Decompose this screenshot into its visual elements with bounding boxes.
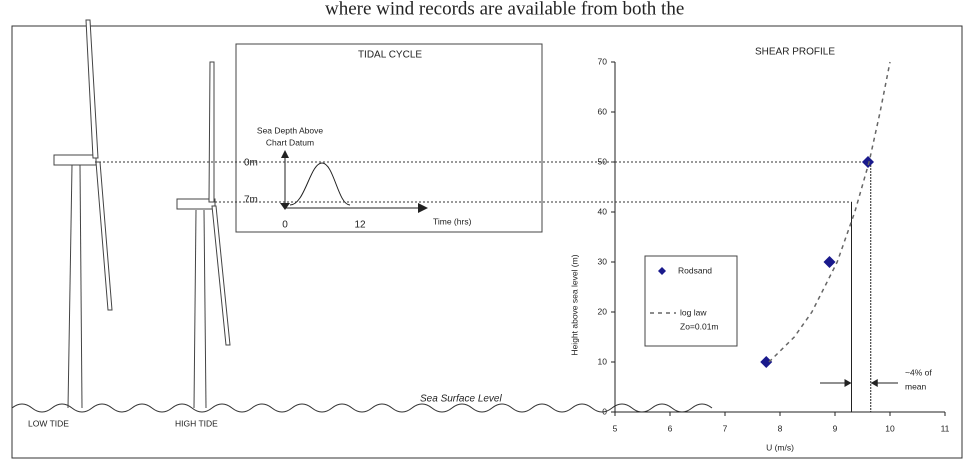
tide-curve (289, 162, 351, 206)
data-point (862, 156, 874, 168)
shear-chart: SHEAR PROFILE 0 10 20 30 40 50 60 70 5 6 7 8 9 10 11 U (… (95, 47, 950, 452)
figure-frame (11, 25, 963, 459)
tidal-y-label: Chart Datum (266, 137, 314, 147)
x-tick-label: 10 (885, 423, 895, 433)
arrow-head (281, 150, 289, 158)
log-law-line (768, 61, 891, 363)
high-tide-label: HIGH TIDE (175, 418, 218, 428)
arrow-head (280, 203, 290, 210)
turbine-high (176, 61, 231, 409)
arrow-head (870, 379, 878, 387)
y-tick-label: 0 (602, 406, 607, 416)
y-tick-label: 10 (598, 356, 608, 366)
y-tick-label: 60 (598, 106, 608, 116)
sea-surface-waves (11, 403, 713, 413)
legend-label: log law (680, 307, 707, 317)
chart-title: SHEAR PROFILE (755, 47, 835, 58)
tidal-y-label: Sea Depth Above (257, 125, 323, 135)
x-tick-label: 5 (613, 423, 618, 433)
tidal-tick: 12 (354, 220, 366, 231)
x-axis-label: U (m/s) (766, 442, 794, 452)
turbine-low (53, 19, 113, 409)
y-tick-label: 50 (598, 156, 608, 166)
header-text: where wind records are available from bo… (325, 0, 684, 19)
tidal-x-label: Time (hrs) (433, 216, 472, 226)
x-tick-label: 8 (778, 423, 783, 433)
legend-label: Zo=0.01m (680, 321, 719, 331)
arrow-head (844, 379, 852, 387)
legend-label: Rodsand (678, 265, 712, 275)
x-tick-label: 11 (941, 423, 950, 433)
x-tick-label: 7 (723, 423, 728, 433)
annotation: ~4% of (905, 367, 932, 377)
y-tick-label: 30 (598, 256, 608, 266)
low-tide-label: LOW TIDE (28, 418, 69, 428)
y-tick-label: 70 (598, 56, 608, 66)
tidal-inset (235, 43, 543, 233)
data-point (823, 256, 836, 268)
legend-marker (658, 267, 666, 275)
sea-surface-label: Sea Surface Level (420, 394, 502, 405)
annotation: mean (905, 381, 927, 391)
tidal-tick: 0 (282, 220, 288, 231)
data-point (760, 356, 773, 368)
tidal-level: 0m (244, 158, 258, 169)
tidal-level: 7m (244, 195, 258, 206)
x-tick-label: 6 (668, 423, 673, 433)
y-tick-label: 20 (598, 306, 608, 316)
tidal-title: TIDAL CYCLE (358, 50, 422, 61)
y-tick-label: 40 (598, 206, 608, 216)
x-tick-label: 9 (833, 423, 838, 433)
y-axis-label: Height above sea level (m) (569, 254, 579, 355)
arrow-head (418, 203, 428, 213)
